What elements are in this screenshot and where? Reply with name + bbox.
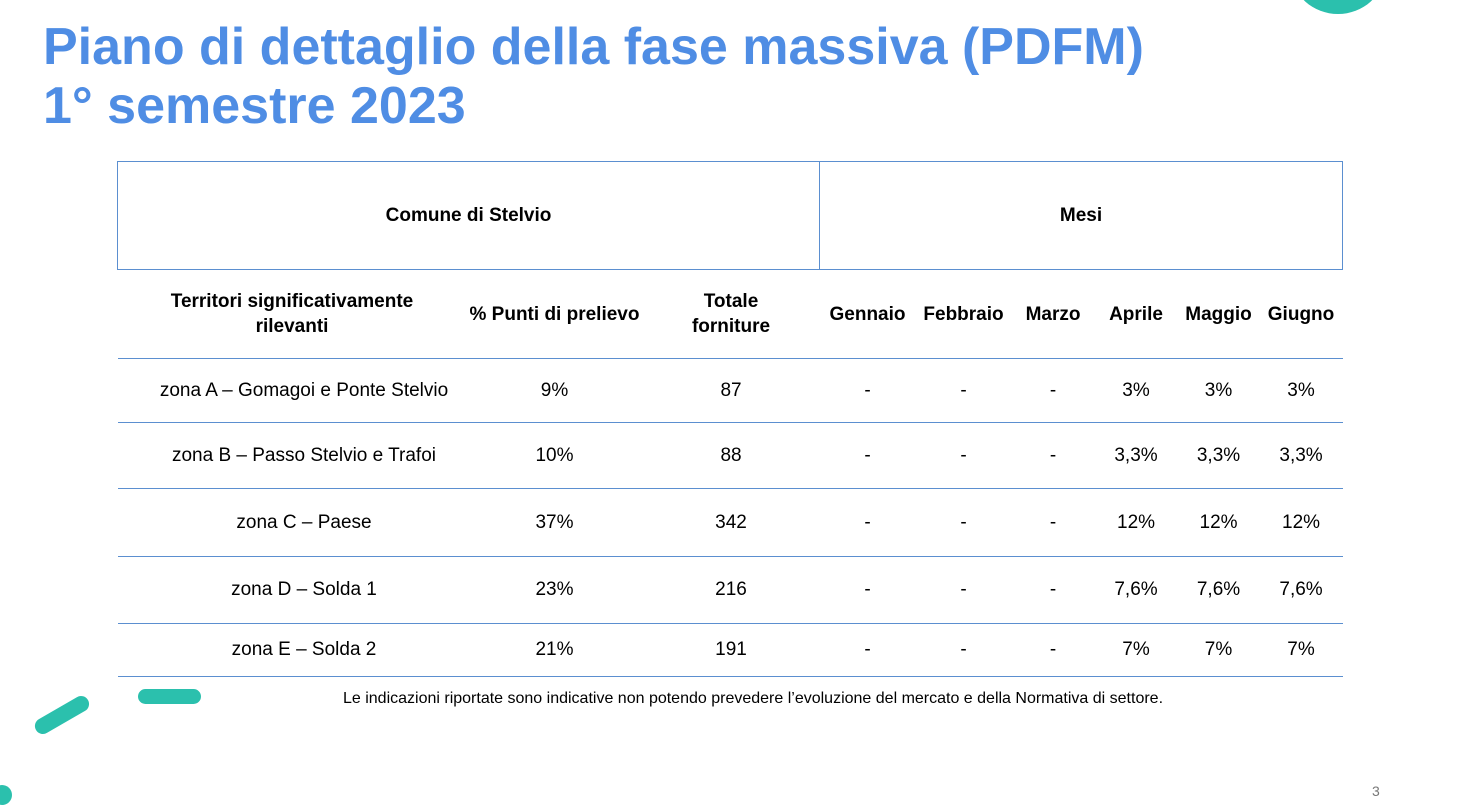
- cell-punti: 23%: [466, 556, 643, 624]
- cell-month: -: [819, 488, 916, 557]
- cell-month: -: [1011, 488, 1095, 557]
- group-header-row: Comune di Stelvio Mesi: [116, 161, 1344, 270]
- header-month-aprile: Aprile: [1094, 269, 1178, 359]
- column-header-row: Territori significativamente rilevanti %…: [117, 269, 1343, 359]
- cell-totale: 342: [642, 488, 820, 557]
- cell-month: 12%: [1259, 488, 1343, 557]
- cell-month: 7,6%: [1094, 556, 1178, 624]
- cell-month: 7%: [1177, 623, 1260, 677]
- cell-month: -: [819, 556, 916, 624]
- header-totale-line2: forniture: [691, 316, 771, 337]
- cell-punti: 9%: [466, 358, 643, 423]
- cell-month: -: [819, 358, 916, 423]
- table-row: zona A – Gomagoi e Ponte Stelvio 9% 87 -…: [117, 358, 1343, 423]
- page-number: 3: [1372, 783, 1380, 799]
- cell-month: -: [1011, 358, 1095, 423]
- table-row: zona D – Solda 1 23% 216 - - - 7,6% 7,6%…: [117, 556, 1343, 624]
- cell-month: -: [819, 422, 916, 489]
- cell-month: -: [915, 488, 1012, 557]
- cell-punti: 10%: [466, 422, 643, 489]
- decorative-dash: [138, 689, 201, 704]
- header-month-maggio: Maggio: [1177, 269, 1260, 359]
- cell-punti: 37%: [466, 488, 643, 557]
- header-month-febbraio: Febbraio: [915, 269, 1012, 359]
- pdfm-table: Comune di Stelvio Mesi Territori signifi…: [116, 161, 1344, 677]
- cell-month: -: [915, 623, 1012, 677]
- cell-totale: 87: [642, 358, 820, 423]
- cell-month: -: [915, 556, 1012, 624]
- slide-title: Piano di dettaglio della fase massiva (P…: [43, 18, 1144, 136]
- header-month-gennaio: Gennaio: [819, 269, 916, 359]
- cell-totale: 191: [642, 623, 820, 677]
- header-month-giugno: Giugno: [1259, 269, 1343, 359]
- cell-month: -: [1011, 623, 1095, 677]
- table-row: zona E – Solda 2 21% 191 - - - 7% 7% 7%: [117, 623, 1343, 677]
- slide-title-line2: 1° semestre 2023: [43, 77, 466, 135]
- cell-month: 3%: [1177, 358, 1260, 423]
- cell-month: 3,3%: [1094, 422, 1178, 489]
- header-territori: Territori significativamente rilevanti: [117, 269, 467, 359]
- cell-month: -: [915, 358, 1012, 423]
- cell-totale: 216: [642, 556, 820, 624]
- decorative-dot: [0, 785, 12, 805]
- cell-zona: zona D – Solda 1: [117, 556, 467, 624]
- cell-month: -: [819, 623, 916, 677]
- cell-month: 3,3%: [1177, 422, 1260, 489]
- cell-month: 3,3%: [1259, 422, 1343, 489]
- cell-month: 12%: [1177, 488, 1260, 557]
- cell-month: 7%: [1094, 623, 1178, 677]
- cell-totale: 88: [642, 422, 820, 489]
- cell-month: -: [915, 422, 1012, 489]
- header-month-marzo: Marzo: [1011, 269, 1095, 359]
- cell-month: 7,6%: [1177, 556, 1260, 624]
- cell-month: 7,6%: [1259, 556, 1343, 624]
- cell-month: -: [1011, 422, 1095, 489]
- cell-punti: 21%: [466, 623, 643, 677]
- cell-month: -: [1011, 556, 1095, 624]
- group-header-mesi: Mesi: [819, 161, 1344, 270]
- table-row: zona C – Paese 37% 342 - - - 12% 12% 12%: [117, 488, 1343, 557]
- header-totale-line1: Totale: [703, 291, 759, 312]
- decorative-circle-top: [1292, 0, 1384, 14]
- cell-month: 3%: [1259, 358, 1343, 423]
- slide-title-line1: Piano di dettaglio della fase massiva (P…: [43, 18, 1144, 76]
- table-row: zona B – Passo Stelvio e Trafoi 10% 88 -…: [117, 422, 1343, 489]
- cell-month: 3%: [1094, 358, 1178, 423]
- header-territori-line1: Territori significativamente: [170, 291, 414, 312]
- group-header-comune: Comune di Stelvio: [116, 161, 821, 270]
- footnote: Le indicazioni riportate sono indicative…: [342, 690, 1164, 707]
- cell-month: 7%: [1259, 623, 1343, 677]
- cell-zona: zona C – Paese: [117, 488, 467, 557]
- cell-zona: zona E – Solda 2: [117, 623, 467, 677]
- header-territori-line2: rilevanti: [255, 316, 329, 337]
- cell-zona: zona A – Gomagoi e Ponte Stelvio: [117, 358, 467, 423]
- cell-zona: zona B – Passo Stelvio e Trafoi: [117, 422, 467, 489]
- header-punti: % Punti di prelievo: [466, 269, 643, 359]
- header-totale: Totale forniture: [642, 269, 820, 359]
- cell-month: 12%: [1094, 488, 1178, 557]
